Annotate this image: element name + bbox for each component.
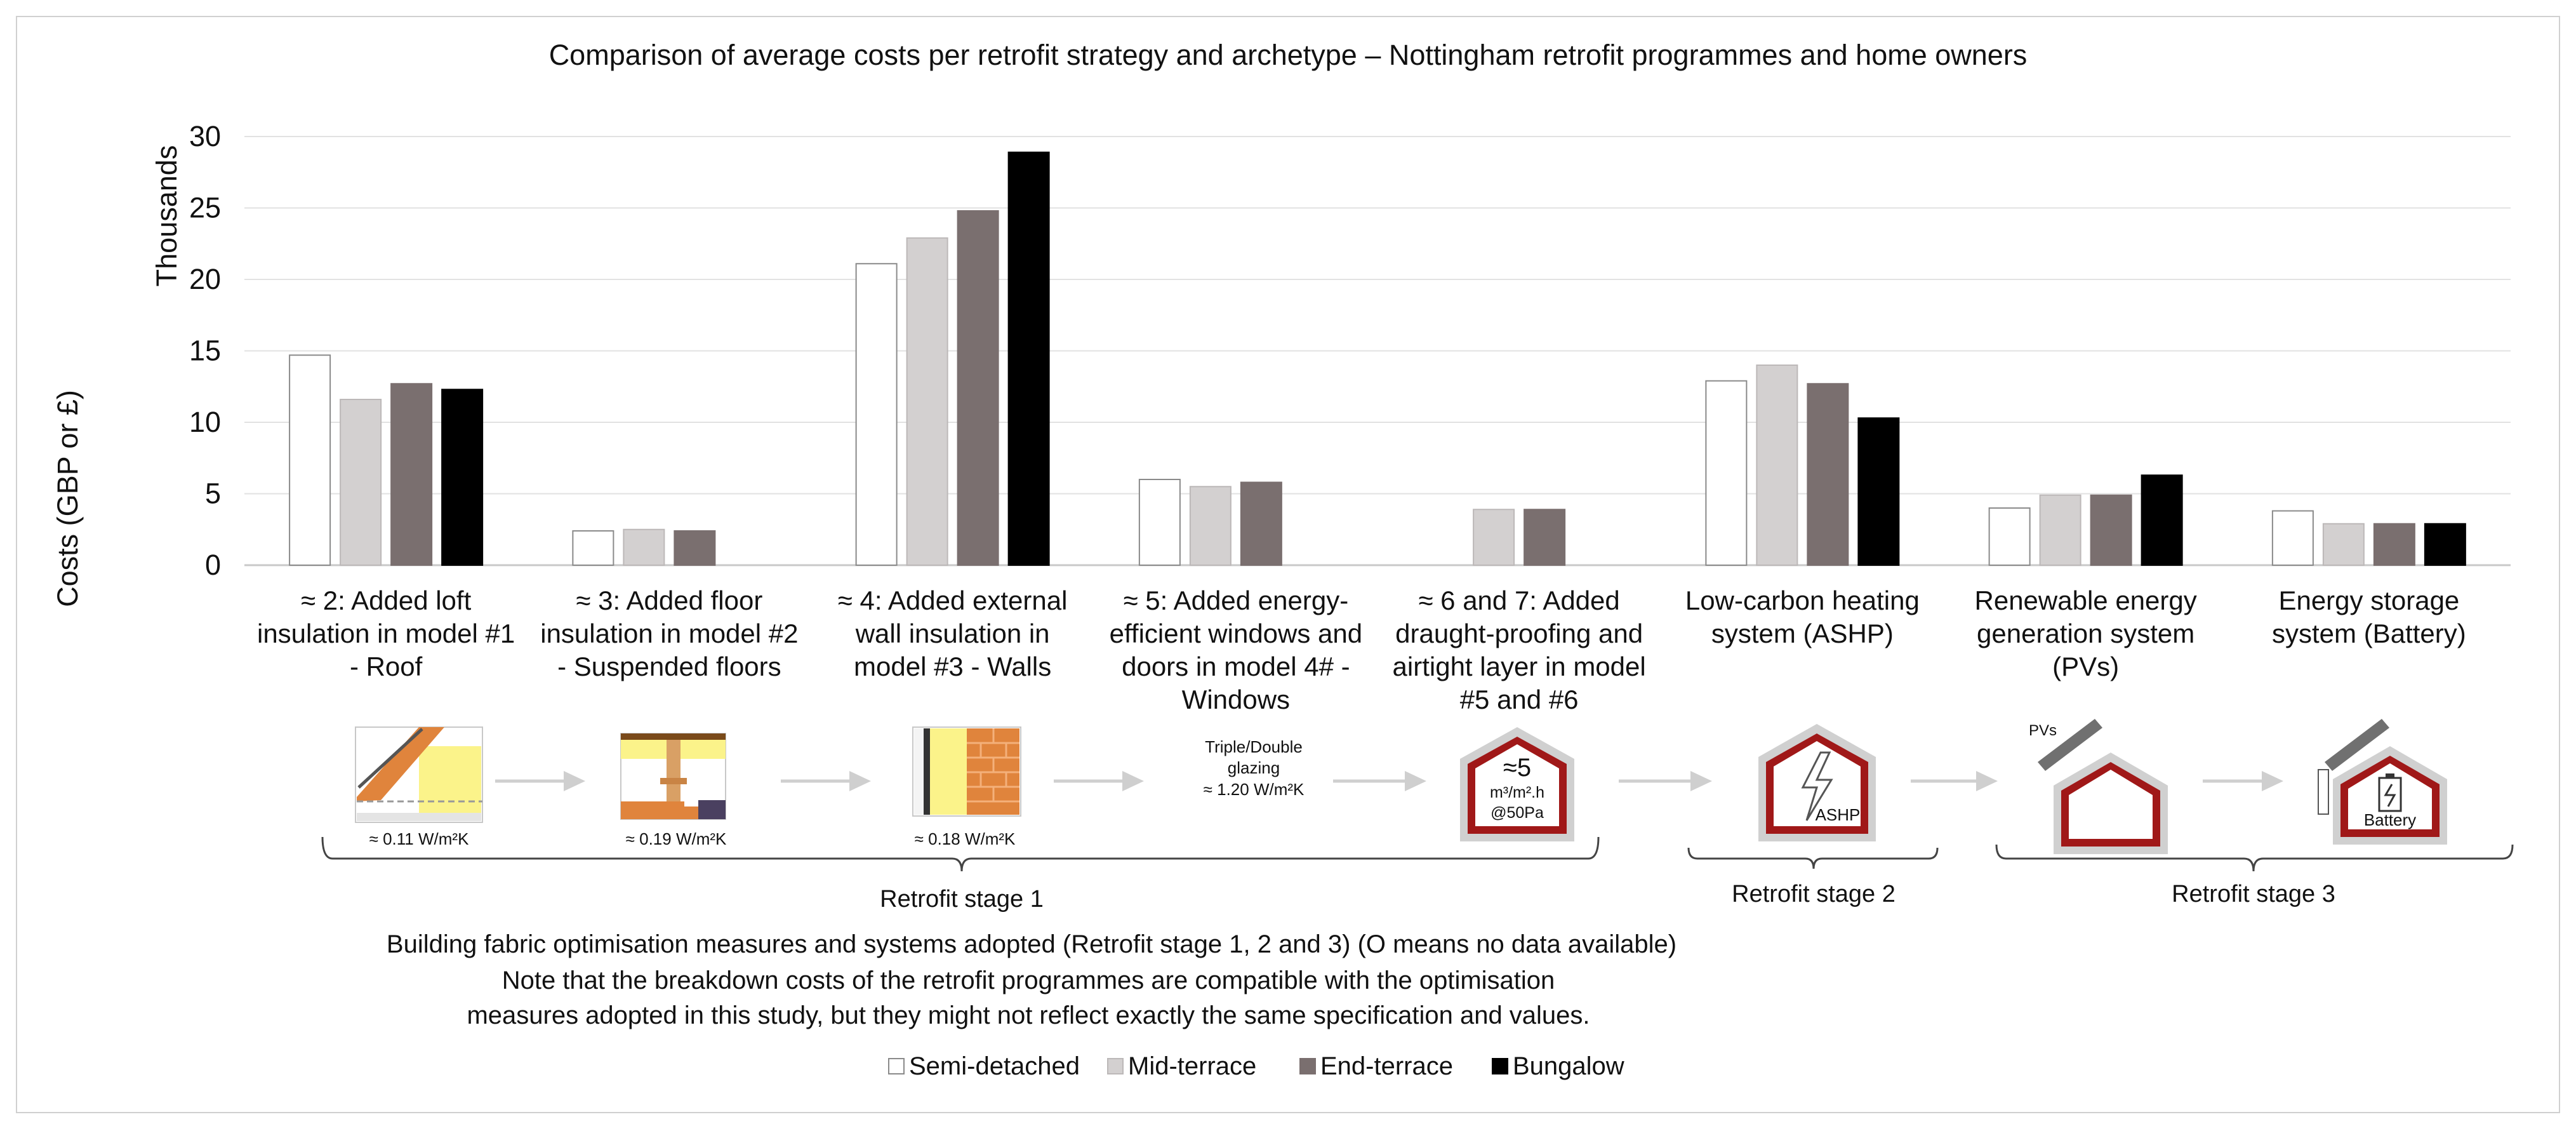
floor-insulation-picture [620, 733, 726, 820]
bar-mid-terrace [906, 237, 948, 566]
bar-end-terrace [390, 383, 433, 566]
y-axis-unit: Thousands [150, 145, 183, 287]
bar-bungalow [2424, 523, 2466, 566]
flow-arrows [495, 771, 2283, 791]
category-label: ≈ 3: Added floor insulation in model #2- … [540, 586, 798, 681]
category-label: ≈ 5: Added energy-efficient windows and d… [1110, 586, 1362, 714]
bar-end-terrace [2373, 523, 2415, 566]
legend-swatch [1492, 1058, 1508, 1074]
legend-label: Semi-detached [909, 1052, 1080, 1080]
bar-semi-detached [1988, 507, 2031, 566]
bar-bungalow [1857, 417, 1900, 566]
glazing-line-3: ≈ 1.20 W/m²K [1204, 780, 1305, 799]
bar-mid-terrace [1189, 486, 1232, 566]
bar-end-terrace [1524, 509, 1566, 566]
glazing-line-2: glazing [1228, 758, 1280, 777]
note-line-1: Note that the breakdown costs of the ret… [502, 967, 1555, 994]
stage-2-label: Retrofit stage 2 [1732, 881, 1895, 907]
y-tick-label: 10 [189, 406, 221, 438]
bar-semi-detached [572, 530, 614, 566]
bar-bungalow [441, 389, 484, 566]
ashp-label: ASHP [1816, 805, 1861, 824]
category-label: Renewable energy generation system (PVs) [1975, 586, 2197, 681]
wall-insulation-picture [912, 726, 1021, 817]
ashp-house-icon: ASHP [1758, 724, 1876, 841]
airtight-house-icon: ≈5 m³/m².h @50Pa [1460, 727, 1574, 841]
battery-label: Battery [2364, 810, 2416, 829]
bar-semi-detached [1138, 479, 1181, 566]
stage-3-label: Retrofit stage 3 [2172, 881, 2335, 907]
category-label: Low-carbon heating system (ASHP) [1685, 586, 1920, 648]
bar-end-terrace [674, 530, 716, 566]
chart-title: Comparison of average costs per retrofit… [549, 39, 2028, 71]
floor-u-value: ≈ 0.19 W/m²K [626, 829, 727, 848]
bar-semi-detached [855, 263, 898, 566]
bar-semi-detached [1705, 380, 1748, 566]
stage-braces [321, 836, 2514, 872]
measures-caption: Building fabric optimisation measures an… [387, 930, 1676, 958]
pv-house-icon: PVs [2029, 719, 2168, 854]
bar-mid-terrace [623, 528, 665, 566]
bar-bungalow [2141, 474, 2183, 566]
category-label: ≈ 6 and 7: Added draught-proofing and airt… [1393, 586, 1646, 714]
legend-swatch [1299, 1058, 1316, 1074]
bar-semi-detached [289, 354, 331, 566]
y-tick-label: 0 [205, 549, 221, 581]
pvs-label: PVs [2029, 722, 2057, 739]
legend-swatch [1107, 1058, 1124, 1074]
figure-frame [16, 16, 2560, 1113]
bar-end-terrace [2090, 494, 2132, 566]
battery-house-icon: Battery [2318, 719, 2447, 845]
category-label: ≈ 2: Added loft insulation in model #1- R… [257, 586, 515, 681]
bar-bungalow [1007, 151, 1050, 566]
bar-end-terrace [957, 210, 999, 566]
bar-end-terrace [1807, 383, 1849, 566]
stage-1-label: Retrofit stage 1 [880, 886, 1044, 913]
bar-semi-detached [2271, 510, 2314, 566]
airtight-pressure: @50Pa [1490, 804, 1544, 822]
bar-mid-terrace [2039, 494, 2081, 566]
y-axis-label: Costs (GBP or £) [51, 390, 84, 607]
bar-mid-terrace [2322, 523, 2365, 566]
airtight-value: ≈5 [1503, 754, 1531, 782]
bar-mid-terrace [340, 399, 382, 566]
y-tick-label: 5 [205, 478, 221, 510]
bar-mid-terrace [1756, 365, 1798, 566]
y-tick-label: 20 [189, 263, 221, 295]
category-label: ≈ 4: Added external wall insulation in mod… [838, 586, 1068, 681]
loft-insulation-picture [355, 726, 483, 823]
wall-u-value: ≈ 0.18 W/m²K [915, 829, 1016, 848]
legend-swatch [888, 1058, 905, 1074]
loft-u-value: ≈ 0.11 W/m²K [369, 829, 469, 848]
legend-label: Mid-terrace [1128, 1052, 1256, 1080]
y-tick-label: 30 [189, 120, 221, 152]
retrofit-diagram: ≈ 0.11 W/m²K ≈ 0.19 W/m²K [321, 719, 2514, 913]
legend-label: Bungalow [1513, 1052, 1624, 1080]
chart-legend: Semi-detached Mid-terrace End-terrace Bunga… [888, 1052, 1624, 1080]
y-tick-label: 25 [189, 192, 221, 224]
bar-mid-terrace [1473, 509, 1515, 566]
legend-label: End-terrace [1320, 1052, 1453, 1080]
airtight-unit: m³/m².h [1490, 784, 1544, 801]
bar-end-terrace [1240, 481, 1282, 566]
glazing-line-1: Triple/Double [1205, 737, 1303, 756]
note-line-2: measures adopted in this study, but they… [467, 1001, 1590, 1029]
y-tick-label: 15 [189, 335, 221, 367]
category-label: Energy storage system (Battery) [2272, 586, 2466, 648]
